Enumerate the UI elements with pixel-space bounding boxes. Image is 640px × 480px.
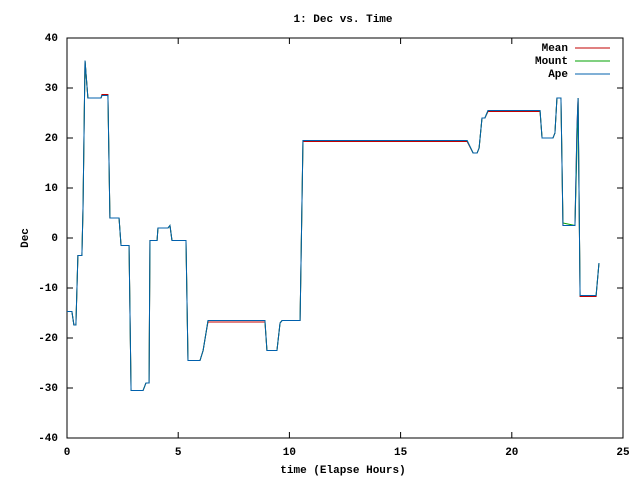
plot-frame [66,37,624,439]
y-tick-label: -30 [38,383,58,395]
x-axis-label: time (Elapse Hours) [280,465,405,477]
y-tick-label: 10 [45,183,58,195]
x-tick-label: 20 [505,447,518,459]
x-tick-label: 5 [175,447,182,459]
legend-label: Mean [542,43,568,55]
legend-label: Mount [535,56,568,68]
y-tick-label: -10 [38,283,58,295]
chart-title: 1: Dec vs. Time [293,14,392,26]
y-tick-label: 0 [51,233,58,245]
legend-label: Ape [548,69,568,81]
y-tick-label: -40 [38,433,58,445]
x-tick-label: 25 [616,447,630,459]
y-tick-label: 40 [45,33,58,45]
y-axis-label: Dec [20,228,32,248]
x-tick-label: 15 [394,447,408,459]
y-tick-label: 20 [45,133,58,145]
series-line [67,60,600,391]
y-tick-label: 30 [45,83,58,95]
y-tick-label: -20 [38,333,58,345]
x-tick-label: 0 [64,447,71,459]
x-tick-label: 10 [283,447,296,459]
